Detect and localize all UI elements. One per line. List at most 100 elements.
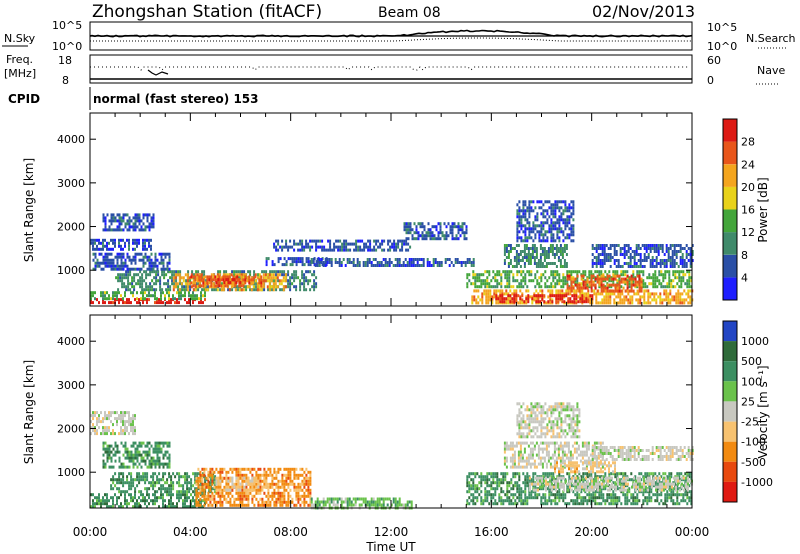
heatmap-cell [108,505,110,509]
heatmap-cell [154,297,156,301]
heatmap-cell [329,245,332,249]
heatmap-cell [268,282,271,286]
heatmap-cell [299,488,302,492]
heatmap-cell [267,257,270,261]
heatmap-cell [146,499,148,503]
heatmap-cell [277,500,280,504]
heatmap-cell [141,279,144,283]
heatmap-cell [159,288,162,292]
heatmap-cell [461,228,464,232]
heatmap-cell [645,289,648,293]
heatmap-cell [342,258,345,261]
heatmap-cell [388,258,391,261]
heatmap-cell [556,279,559,283]
heatmap-cell [519,289,522,293]
heatmap-cell [148,222,151,226]
heatmap-cell [678,273,681,277]
heatmap-cell [221,494,224,498]
heatmap-cell [429,228,432,232]
heatmap-cell [199,479,202,483]
heatmap-cell [541,289,544,293]
heatmap-cell [144,238,146,242]
heatmap-cell [207,482,210,486]
heatmap-cell [561,250,564,253]
heatmap-cell [454,261,457,264]
heatmap-cell [659,244,662,247]
heatmap-cell [106,505,108,509]
heatmap-cell [521,250,524,253]
heatmap-cell [522,206,525,210]
heatmap-cell [153,276,156,280]
heatmap-cell [151,270,154,274]
heatmap-cell [122,261,125,265]
heatmap-cell [301,473,304,477]
heatmap-cell [396,261,399,264]
heatmap-cell [507,250,510,253]
heatmap-cell [278,279,281,283]
heatmap-cell [475,298,478,302]
heatmap-cell [320,500,323,504]
heatmap-cell [634,285,637,289]
heatmap-cell [132,267,135,271]
heatmap-cell [621,301,624,305]
heatmap-cell [468,279,471,283]
heatmap-cell [575,289,578,293]
heatmap-cell [379,245,382,249]
heatmap-cell [622,273,625,277]
heatmap-cell [227,491,230,495]
heatmap-cell [150,484,153,488]
heatmap-cell [386,261,389,264]
heatmap-cell [96,423,98,427]
heatmap-cell [134,261,137,265]
heatmap-cell [317,245,320,249]
heatmap-cell [572,206,575,210]
heatmap-cell [128,459,131,463]
heatmap-cell [138,228,141,232]
heatmap-cell [636,289,639,293]
heatmap-cell [323,245,326,249]
heatmap-cell [551,253,554,256]
heatmap-cell [516,209,519,213]
heatmap-cell [688,270,691,274]
heatmap-cell [668,273,671,277]
heatmap-cell [664,270,667,274]
heatmap-cell [299,239,302,243]
heatmap-cell [114,264,117,268]
heatmap-cell [133,273,136,277]
heatmap-cell [464,264,467,267]
heatmap-cell [661,301,664,305]
freq-panel: Freq. [MHz] 18 8 60 0 Nave [4,53,785,87]
heatmap-cell [168,255,171,259]
heatmap-blob [90,493,206,509]
heatmap-cell [186,282,189,286]
heatmap-cell [116,447,119,451]
heatmap-cell [476,273,479,277]
heatmap-cell [92,301,94,305]
heatmap-cell [474,279,477,283]
heatmap-cell [677,295,680,299]
heatmap-cell [205,279,208,283]
heatmap-cell [421,222,424,226]
heatmap-cell [258,288,261,292]
heatmap-cell [587,300,590,304]
heatmap-cell [472,481,475,485]
heatmap-cell [291,467,294,471]
heatmap-cell [247,270,250,274]
heatmap-cell [114,441,117,445]
heatmap-cell [309,494,312,498]
heatmap-cell [221,476,224,480]
heatmap-cell [297,494,300,498]
heatmap-cell [128,417,130,421]
heatmap-cell [489,298,492,302]
heatmap-cell [607,247,610,250]
heatmap-cell [140,459,143,463]
heatmap-cell [679,256,682,259]
heatmap-cell [506,282,509,286]
heatmap-cell [579,297,582,301]
heatmap-cell [214,284,217,288]
heatmap-cell [273,270,276,274]
heatmap-cell [218,273,221,277]
heatmap-cell [197,282,200,286]
heatmap-cell [283,491,286,495]
heatmap-cell [352,497,355,501]
